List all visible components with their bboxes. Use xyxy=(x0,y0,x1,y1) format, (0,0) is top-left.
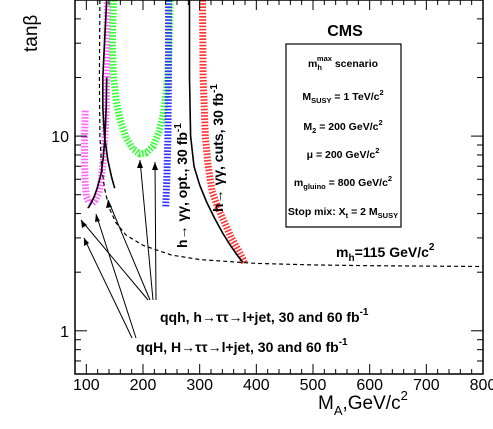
x-tick-label: 800 xyxy=(470,377,493,394)
series-hatched-4 xyxy=(162,0,172,208)
arrow-line xyxy=(139,159,154,301)
stop-mix-label: Stop mix: Xt = 2 MSUSY xyxy=(288,206,398,220)
scenario-label: mhmax scenario xyxy=(308,54,378,72)
y-tick-label: 10 xyxy=(51,129,69,146)
series-hatched-0 xyxy=(81,0,111,208)
series-solid-6 xyxy=(188,0,244,263)
m2-label: M2 = 200 GeV/c2 xyxy=(303,118,382,135)
qqH-label: qqH, H→ττ→l+jet, 30 and 60 fb-1 xyxy=(136,337,348,355)
arrowhead xyxy=(81,220,87,228)
qqh-label: qqh, h→ττ→l+jet, 30 and 60 fb-1 xyxy=(160,307,369,325)
series-hatched-5 xyxy=(199,0,249,266)
mgluino-label: mgluino = 800 GeV/c2 xyxy=(294,174,392,191)
x-tick-label: 400 xyxy=(243,377,270,394)
x-tick-label: 700 xyxy=(413,377,440,394)
arrowhead xyxy=(106,200,112,208)
arrowhead xyxy=(84,238,89,246)
x-tick-label: 100 xyxy=(73,377,100,394)
arrow-line xyxy=(95,213,137,339)
scenario-box xyxy=(285,43,402,228)
hgg-opt-label: h→ γγ, opt., 30 fb-1 xyxy=(173,123,190,248)
msusy-label: MSUSY = 1 TeV/c2 xyxy=(302,88,383,105)
x-tick-label: 200 xyxy=(130,377,157,394)
series-hatched-2 xyxy=(108,0,174,158)
x-tick-label: 600 xyxy=(356,377,383,394)
arrow-line xyxy=(80,219,149,301)
arrowhead xyxy=(152,162,158,170)
arrowhead xyxy=(95,214,100,222)
annotation-arrows xyxy=(80,159,157,339)
x-axis-title: MA,GeV/c2 xyxy=(318,388,408,418)
x-tick-label: 300 xyxy=(186,377,213,394)
x-tick-label: 500 xyxy=(300,377,327,394)
cms-label: CMS xyxy=(327,23,363,40)
mu-label: μ = 200 GeV/c2 xyxy=(307,146,380,161)
y-axis-title: tanβ xyxy=(21,15,42,52)
hgg-cuts-label: h→ γγ, cuts, 30 fb-1 xyxy=(209,84,226,212)
arrowhead xyxy=(137,160,143,168)
mh-115-label: mh=115 GeV/c2 xyxy=(336,242,435,264)
arrow-line xyxy=(83,237,133,339)
series-solid-3 xyxy=(102,0,116,189)
arrow-line xyxy=(107,199,151,301)
arrow-line xyxy=(154,161,157,301)
series-solid-1 xyxy=(87,77,108,209)
y-tick-label: 1 xyxy=(60,324,69,341)
annotation-arrowheads xyxy=(81,160,158,246)
